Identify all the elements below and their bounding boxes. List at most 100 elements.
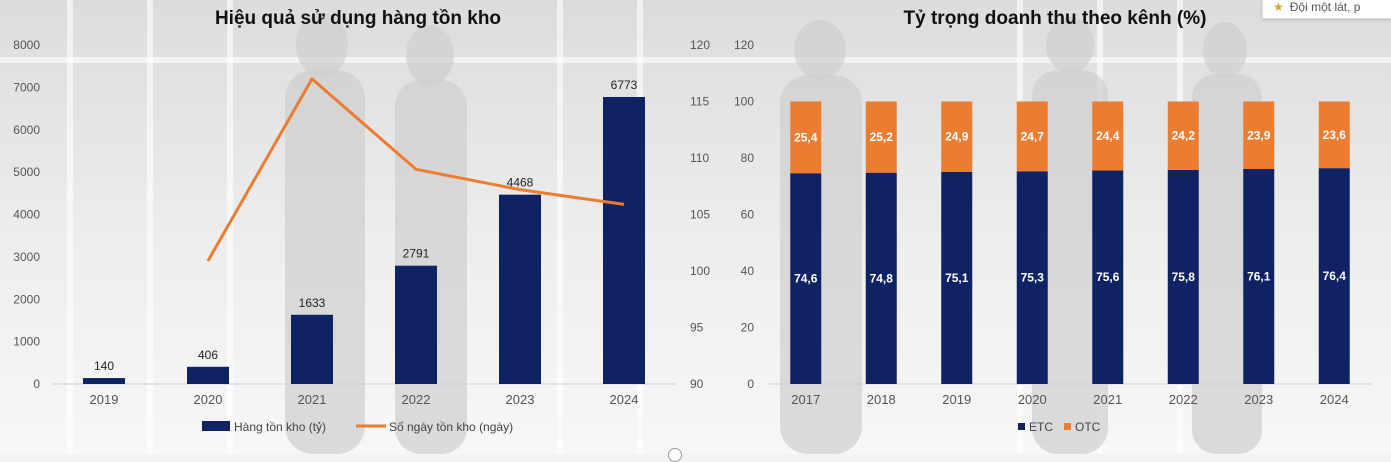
- x-tick-label: 2024: [1320, 392, 1349, 407]
- bar-2020: [187, 366, 229, 384]
- y2-tick-label: 100: [690, 264, 710, 278]
- x-tick-label: 2022: [1169, 392, 1198, 407]
- y-tick-label: 120: [734, 38, 754, 52]
- bar-otc-2019: [941, 101, 973, 172]
- y-tick-label: 20: [741, 321, 755, 335]
- segment-label: 74,6: [794, 272, 818, 286]
- chart-title: Hiệu quả sử dụng hàng tồn kho: [215, 8, 501, 29]
- data-label: 6773: [611, 78, 638, 92]
- segment-label: 76,1: [1247, 270, 1271, 284]
- bar-otc-2018: [865, 101, 897, 173]
- data-label: 1633: [299, 296, 326, 310]
- x-tick-label: 2023: [506, 392, 535, 407]
- segment-label: 24,9: [945, 130, 969, 144]
- segment-label: 25,2: [870, 130, 894, 144]
- segment-label: 24,2: [1172, 129, 1196, 143]
- bar-otc-2024: [1318, 101, 1350, 169]
- y2-tick-label: 110: [690, 151, 709, 165]
- segment-label: 76,4: [1323, 269, 1347, 283]
- y-tick-label: 4000: [13, 208, 40, 222]
- bar-etc-2017: [790, 173, 822, 384]
- inventory-efficiency-chart: Hiệu quả sử dụng hàng tồn kho 0 1000 2000 3…: [13, 8, 710, 434]
- bar-etc-2024: [1318, 168, 1350, 384]
- bar-etc-2018: [865, 172, 897, 384]
- bar-2019: [83, 378, 125, 384]
- y2-tick-label: 95: [690, 321, 704, 335]
- chart-title: Tỷ trọng doanh thu theo kênh (%): [904, 8, 1207, 29]
- x-tick-label: 2021: [1093, 392, 1122, 407]
- y-tick-label: 6000: [13, 123, 40, 137]
- y-tick-label: 100: [734, 95, 754, 109]
- bar-otc-2022: [1167, 101, 1199, 170]
- bar-etc-2021: [1092, 170, 1124, 384]
- bar-2021: [291, 314, 333, 384]
- x-tick-label: 2021: [298, 392, 327, 407]
- days-line: [206, 77, 625, 262]
- y2-tick-label: 120: [690, 38, 710, 52]
- bar-etc-2019: [941, 171, 973, 384]
- scroll-indicator[interactable]: [668, 448, 682, 462]
- y-tick-label: 3000: [13, 250, 40, 264]
- x-tick-label: 2023: [1244, 392, 1273, 407]
- x-tick-label: 2018: [867, 392, 896, 407]
- legend-label-otc: OTC: [1075, 420, 1101, 434]
- y-tick-label: 1000: [13, 335, 40, 349]
- bar-etc-2020: [1016, 171, 1048, 384]
- bar-2022: [395, 265, 437, 384]
- bar-2023: [499, 194, 541, 384]
- legend-swatch-otc: [1064, 423, 1071, 430]
- data-label: 140: [94, 359, 114, 373]
- bar-otc-2020: [1016, 101, 1048, 172]
- segment-label: 75,1: [945, 271, 969, 285]
- bar-etc-2023: [1243, 169, 1275, 384]
- data-label: 2791: [403, 247, 430, 261]
- bar-otc-2023: [1243, 101, 1275, 170]
- y2-tick-label: 115: [690, 95, 709, 109]
- y-tick-label: 80: [741, 151, 755, 165]
- segment-label: 74,8: [870, 271, 894, 285]
- segment-label: 25,4: [794, 130, 818, 144]
- segment-label: 24,7: [1021, 129, 1045, 143]
- revenue-share-chart: Tỷ trọng doanh thu theo kênh (%) 0 20 40 60…: [734, 8, 1372, 434]
- x-tick-label: 2020: [1018, 392, 1047, 407]
- legend: Hàng tồn kho (tỷ) Số ngày tồn kho (ngày): [202, 420, 513, 434]
- legend-swatch-inventory: [202, 421, 230, 431]
- legend-label-etc: ETC: [1029, 420, 1053, 434]
- y-tick-label: 2000: [13, 292, 40, 306]
- data-label: 406: [198, 348, 218, 362]
- bar-etc-2022: [1167, 169, 1199, 384]
- x-tick-label: 2019: [942, 392, 971, 407]
- x-tick-label: 2017: [791, 392, 820, 407]
- y-tick-label: 40: [741, 264, 755, 278]
- y-tick-label: 8000: [13, 38, 40, 52]
- segment-label: 23,9: [1247, 128, 1271, 142]
- y-tick-label: 60: [741, 208, 755, 222]
- segment-label: 75,3: [1021, 271, 1045, 285]
- x-tick-label: 2022: [402, 392, 431, 407]
- notification-popup[interactable]: ★ Đội một lát, p: [1262, 0, 1391, 19]
- star-icon: ★: [1273, 0, 1284, 14]
- bar-2024: [603, 96, 645, 384]
- segment-label: 75,6: [1096, 270, 1120, 284]
- legend-swatch-etc: [1018, 423, 1025, 430]
- bar-otc-2017: [790, 101, 822, 174]
- segment-label: 75,8: [1172, 270, 1196, 284]
- bar-otc-2021: [1092, 101, 1124, 171]
- data-label: 4468: [507, 176, 534, 190]
- legend-label-inventory: Hàng tồn kho (tỷ): [234, 420, 326, 434]
- y2-tick-label: 90: [690, 377, 704, 391]
- y-tick-label: 7000: [13, 80, 40, 94]
- y2-tick-label: 105: [690, 208, 710, 222]
- x-tick-label: 2020: [194, 392, 223, 407]
- y-tick-label: 0: [33, 377, 40, 391]
- legend: ETC OTC: [1018, 420, 1101, 434]
- y-tick-label: 0: [747, 377, 754, 391]
- legend-label-days: Số ngày tồn kho (ngày): [389, 420, 513, 434]
- segment-label: 24,4: [1096, 129, 1120, 143]
- x-tick-label: 2019: [90, 392, 119, 407]
- y-tick-label: 5000: [13, 165, 40, 179]
- popup-text: Đội một lát, p: [1289, 0, 1361, 14]
- segment-label: 23,6: [1323, 128, 1347, 142]
